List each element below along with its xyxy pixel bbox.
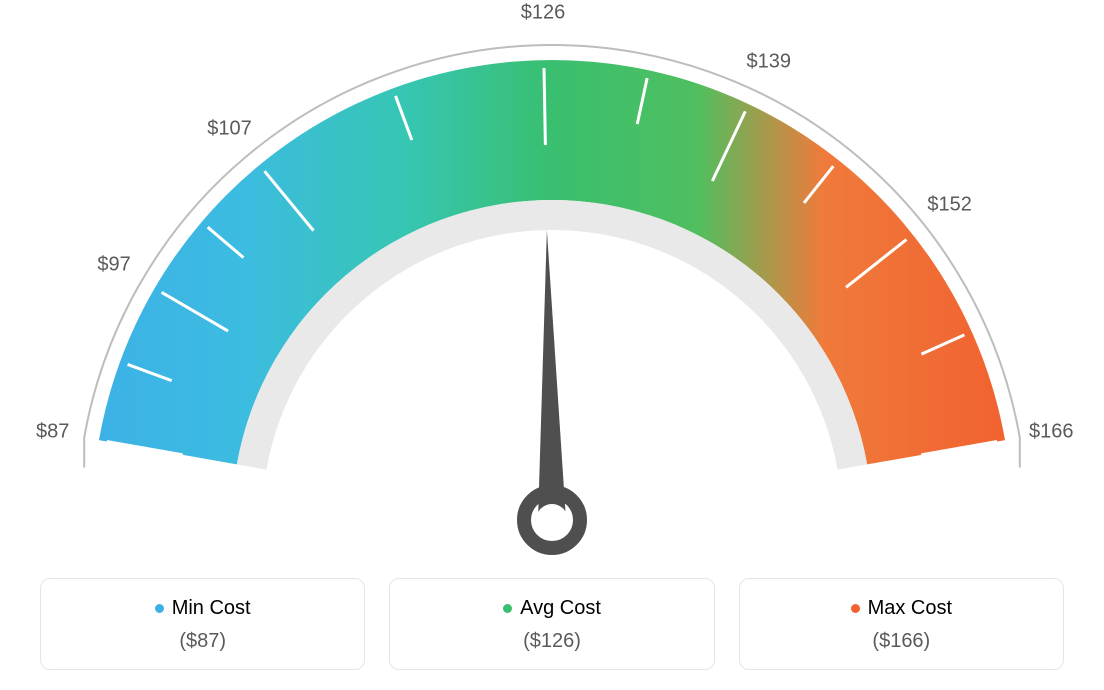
gauge-tick-label: $87 — [36, 420, 69, 443]
dot-icon — [851, 604, 860, 613]
cost-gauge-widget: $87 $97 $107 $126 $139 $152 $166 Min Cost ($87… — [0, 0, 1104, 690]
dot-icon — [155, 604, 164, 613]
legend-value: ($126) — [400, 630, 703, 653]
gauge-tick-label: $97 — [97, 253, 130, 276]
gauge-svg — [0, 0, 1104, 560]
legend-title-avg: Avg Cost — [503, 597, 601, 620]
gauge-tick-label: $152 — [927, 194, 972, 217]
legend-label: Avg Cost — [520, 597, 601, 620]
legend-value: ($87) — [51, 630, 354, 653]
gauge-tick-label: $166 — [1029, 420, 1074, 443]
legend-title-max: Max Cost — [851, 597, 952, 620]
dot-icon — [503, 604, 512, 613]
legend-card-min: Min Cost ($87) — [40, 578, 365, 670]
legend-value: ($166) — [750, 630, 1053, 653]
gauge-tick-label: $126 — [521, 2, 566, 25]
legend-row: Min Cost ($87) Avg Cost ($126) Max Cost … — [40, 578, 1064, 670]
legend-title-min: Min Cost — [155, 597, 251, 620]
gauge-tick-label: $139 — [747, 50, 792, 73]
legend-label: Max Cost — [868, 597, 952, 620]
legend-card-max: Max Cost ($166) — [739, 578, 1064, 670]
gauge-tick-label: $107 — [207, 117, 252, 140]
legend-card-avg: Avg Cost ($126) — [389, 578, 714, 670]
legend-label: Min Cost — [172, 597, 251, 620]
gauge-chart: $87 $97 $107 $126 $139 $152 $166 — [0, 0, 1104, 560]
